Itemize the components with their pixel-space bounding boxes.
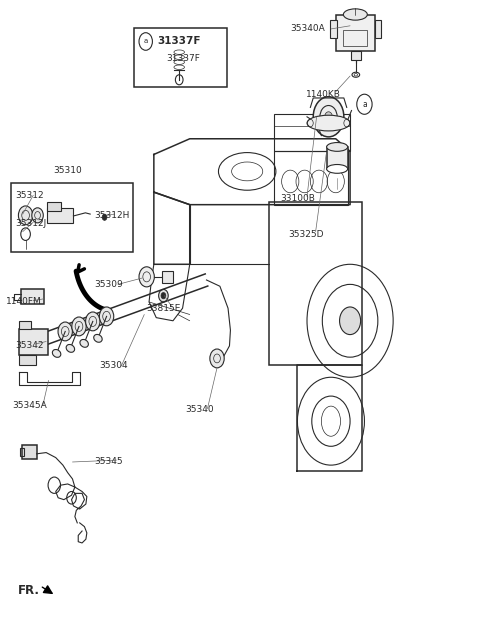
Circle shape (158, 289, 168, 302)
Text: 35345A: 35345A (12, 401, 48, 410)
Bar (21, 289, 44, 304)
Text: a: a (144, 38, 148, 45)
Bar (47, 201, 61, 211)
Bar (19, 321, 31, 329)
Bar (19, 355, 36, 365)
Bar (19, 329, 48, 355)
Bar (22, 445, 36, 459)
Text: 35312H: 35312H (94, 211, 130, 220)
Text: 33100B: 33100B (281, 194, 315, 203)
Text: 31337F: 31337F (157, 36, 201, 47)
Bar (47, 208, 73, 223)
Circle shape (18, 206, 33, 225)
Text: 35312J: 35312J (15, 219, 46, 228)
Text: 31337F: 31337F (166, 54, 200, 63)
Text: 35312: 35312 (15, 191, 44, 200)
Circle shape (58, 322, 72, 341)
Text: 35304: 35304 (99, 362, 127, 370)
Circle shape (72, 317, 86, 336)
Circle shape (99, 307, 114, 326)
Circle shape (139, 267, 155, 287)
Text: 35325D: 35325D (288, 230, 324, 238)
Ellipse shape (352, 72, 360, 77)
Bar (336, 14, 375, 51)
Bar (351, 51, 360, 60)
Bar (269, 201, 362, 365)
Text: FR.: FR. (17, 584, 39, 597)
Bar (375, 19, 381, 38)
Text: 35310: 35310 (53, 165, 82, 175)
Bar (330, 19, 336, 38)
Text: 35340: 35340 (185, 406, 214, 415)
Bar (326, 147, 348, 169)
Circle shape (357, 94, 372, 114)
Circle shape (324, 112, 332, 122)
Bar (134, 28, 227, 87)
Text: 35342: 35342 (15, 342, 44, 350)
Text: 35309: 35309 (94, 280, 123, 289)
Circle shape (85, 312, 100, 331)
Circle shape (161, 292, 166, 299)
Circle shape (339, 307, 360, 335)
Ellipse shape (52, 350, 61, 357)
Text: 33815E: 33815E (147, 304, 181, 313)
Ellipse shape (343, 9, 367, 20)
Text: 35345: 35345 (94, 457, 123, 467)
Circle shape (313, 97, 344, 137)
Bar (274, 114, 350, 152)
Bar (162, 270, 172, 283)
Text: 35340A: 35340A (290, 25, 325, 33)
Ellipse shape (326, 165, 348, 173)
Text: 1140FM: 1140FM (5, 298, 41, 306)
Text: a: a (362, 100, 367, 109)
Ellipse shape (326, 143, 348, 152)
Ellipse shape (80, 340, 88, 347)
Bar (274, 152, 348, 204)
Bar (11, 182, 133, 252)
Circle shape (25, 331, 43, 354)
Ellipse shape (94, 335, 102, 342)
Circle shape (32, 208, 43, 223)
Text: 1140KB: 1140KB (306, 91, 341, 99)
Ellipse shape (307, 115, 350, 131)
Circle shape (210, 349, 224, 368)
Ellipse shape (66, 345, 74, 352)
Bar (343, 30, 367, 46)
Circle shape (102, 214, 107, 220)
Circle shape (139, 33, 153, 50)
Bar (20, 448, 24, 456)
